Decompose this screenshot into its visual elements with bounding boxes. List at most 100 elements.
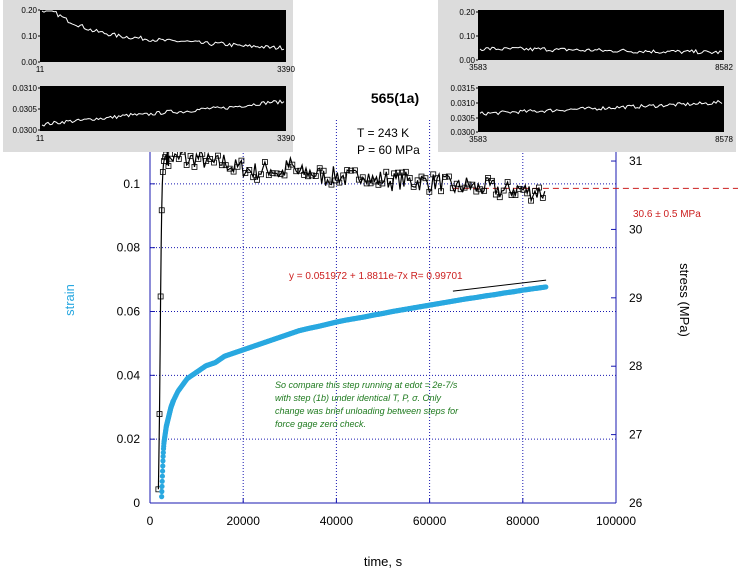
main-plot: 0 20000 40000 60000 80000 100000 0 0.02 0.04 0.06… [117,120,738,528]
y-left-tick-label: 0.08 [117,241,141,255]
stress-point [438,188,444,195]
stress-point [528,197,534,204]
stress-level-label: 30.6 ± 0.5 MPa [633,209,701,220]
inset-y-tick-label: 0.20 [21,6,37,15]
inset-y-tick-label: 0.0315 [451,84,476,93]
inset-x-tick-label: 3390 [277,65,295,74]
stress-point [340,172,347,179]
x-tick-label: 60000 [413,514,447,528]
stress-point [156,411,163,417]
fit-equation-label: y = 0.051972 + 1.8811e-7x R= 0.99701 [289,271,463,282]
stress-point [485,175,491,181]
stress-point [371,178,378,185]
strain-point [159,468,166,474]
stress-point [379,180,386,187]
stress-point [422,175,429,182]
inset-trace [479,46,723,55]
inset-y-tick-label: 0.0300 [13,126,38,135]
stress-point [226,165,233,172]
y-right-tick-label: 30 [629,222,643,236]
stress-point [168,155,174,162]
stress-point [312,173,319,179]
stress-point [508,192,515,199]
strain-point [159,473,165,479]
stress-point [165,163,172,169]
stress-point [234,163,241,170]
stress-point [273,170,280,177]
stress-point [469,181,476,188]
stress-point [383,168,390,175]
y-left-tick-label: 0 [133,496,140,510]
stress-point [218,162,225,169]
stress-point [159,169,166,175]
annotation-line-2: with step (1b) under identical T, P, σ. … [275,393,442,403]
stress-point [481,187,488,194]
annotation-line-1: So compare this step running at edot = 2… [275,380,458,390]
stress-point [258,171,264,178]
stress-point [195,155,202,162]
strain-point [159,494,165,500]
strain-point [159,478,165,484]
stress-point [410,183,417,190]
y-right-tick-label: 27 [629,428,643,442]
condition-temperature: T = 243 K [357,126,409,140]
annotation-line-4: force gage zero check. [275,419,366,429]
stress-point [395,169,401,176]
stress-point [516,185,523,192]
stress-point [359,174,366,181]
stress-point [524,190,531,197]
stress-point [442,173,448,180]
x-tick-label: 40000 [320,514,354,528]
stress-point [324,176,331,183]
stress-point [269,170,276,177]
stress-point [348,167,354,174]
stress-point [449,185,456,192]
stress-point [161,158,167,164]
y-left-tick-label: 0.1 [123,177,140,191]
stress-point [418,173,425,180]
stress-point [445,173,452,180]
inset-plot-area [40,86,286,131]
inset-trace [41,99,285,127]
inset-y-tick-label: 0.10 [459,32,475,41]
stress-point [157,293,164,300]
stress-point [183,162,190,168]
stress-point [277,171,284,177]
stress-point [262,159,268,165]
stress-point [387,178,394,184]
stress-point [158,207,165,214]
inset-y-tick-label: 0.0310 [13,84,38,93]
strain-point [159,483,165,490]
x-tick-label: 0 [147,514,154,528]
stress-point [222,162,229,169]
y-left-tick-label: 0.06 [117,305,141,319]
inset-y-tick-label: 0.20 [459,8,475,17]
inset-y-tick-label: 0.10 [21,32,37,41]
stress-point [297,167,304,174]
stress-point [211,159,217,166]
chart-title: 565(1a) [371,90,419,106]
y-left-tick-label: 0.04 [117,368,141,382]
stress-point [254,176,260,183]
stress-point [293,168,300,175]
stress-point [414,177,421,184]
stress-point [391,170,397,177]
y-right-tick-label: 26 [629,496,643,510]
stress-point [328,181,335,188]
strain-point [160,463,166,469]
stress-point [512,192,519,198]
strain-point [160,453,166,460]
inset-y-tick-label: 0.00 [21,58,37,67]
inset-x-tick-label: 11 [36,134,45,143]
inset-x-tick-label: 3390 [277,134,295,143]
stress-point [363,180,370,187]
stress-point [187,152,194,159]
stress-point [453,180,460,187]
stress-point [336,179,343,186]
y-axis-label-stress: stress (MPa) [677,263,692,337]
stress-point [320,167,327,174]
y-right-tick-label: 29 [629,291,643,305]
x-axis-label: time, s [364,554,403,569]
x-tick-label: 100000 [596,514,636,528]
